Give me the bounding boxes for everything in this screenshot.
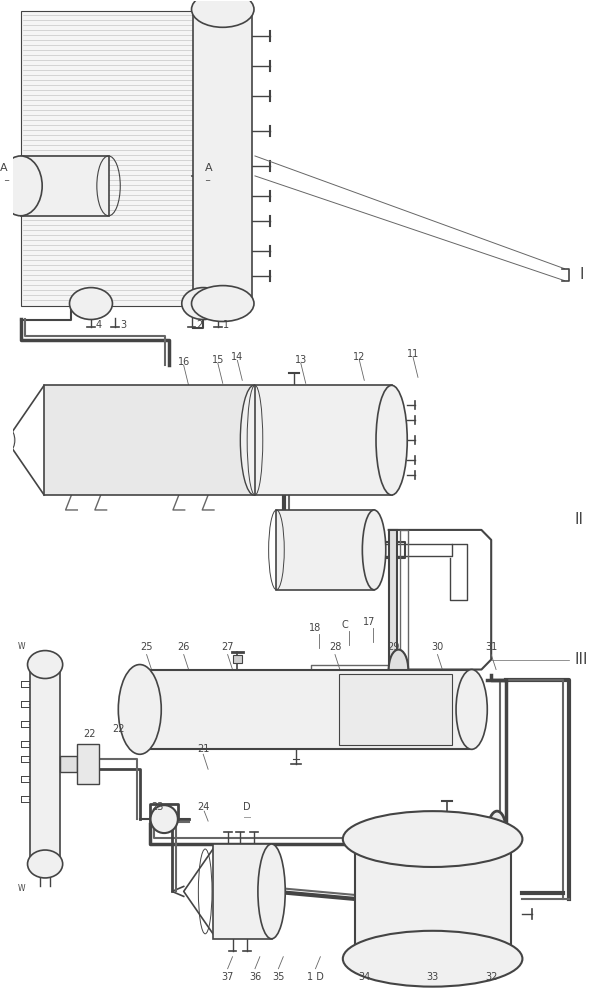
Ellipse shape [5,430,15,450]
Ellipse shape [362,510,386,590]
Text: 1 D: 1 D [307,972,324,982]
Text: ―: ― [243,814,251,820]
Bar [213,844,271,939]
Text: 29: 29 [388,642,400,652]
Text: 37: 37 [221,972,234,982]
Text: _: _ [4,172,8,181]
Text: _: _ [205,172,209,181]
Bar [355,839,511,959]
Text: 18: 18 [309,623,322,633]
Text: 3: 3 [120,320,126,330]
Text: 17: 17 [363,617,376,627]
Bar [21,156,109,216]
Text: 4: 4 [96,320,102,330]
Bar [44,385,254,495]
Ellipse shape [0,156,42,216]
Text: 24: 24 [197,802,209,812]
Ellipse shape [456,670,487,749]
Text: 28: 28 [329,642,341,652]
Text: 12: 12 [353,352,365,362]
Text: 22: 22 [83,729,95,739]
Ellipse shape [118,665,161,754]
Text: 25: 25 [141,642,153,652]
Text: A: A [205,163,213,173]
Text: W: W [18,642,25,651]
Text: 14: 14 [231,352,243,362]
Ellipse shape [191,286,254,321]
Text: 31: 31 [485,642,498,652]
Bar [389,530,396,670]
Bar [194,9,252,304]
Text: 1: 1 [222,320,229,330]
Bar [21,11,236,306]
Text: 34: 34 [358,972,370,982]
Text: 36: 36 [249,972,261,982]
Bar [77,744,99,784]
Bar [255,385,392,495]
Ellipse shape [151,805,178,833]
Text: I: I [579,267,584,282]
Bar [339,674,452,745]
Ellipse shape [488,811,506,847]
Text: 35: 35 [272,972,285,982]
Text: D: D [243,802,251,812]
Ellipse shape [69,288,112,320]
Bar [140,670,472,749]
Ellipse shape [343,931,523,987]
Text: 30: 30 [431,642,444,652]
Bar [276,510,374,590]
Text: 32: 32 [485,972,498,982]
Ellipse shape [191,0,254,27]
Bar [401,530,408,670]
Ellipse shape [182,288,225,320]
Ellipse shape [343,811,523,867]
Text: 23: 23 [151,802,163,812]
Text: 15: 15 [212,355,224,365]
Text: A: A [1,163,8,173]
Text: 27: 27 [221,642,234,652]
Text: C: C [341,620,348,630]
Text: 26: 26 [178,642,190,652]
Text: 2: 2 [196,320,203,330]
Ellipse shape [258,844,285,939]
Ellipse shape [28,850,63,878]
Text: II: II [574,512,583,527]
Text: 22: 22 [112,724,124,734]
Ellipse shape [240,385,268,495]
Ellipse shape [376,385,407,495]
Text: III: III [574,652,588,667]
Text: W: W [18,884,25,893]
Ellipse shape [389,650,408,689]
Text: 13: 13 [295,355,307,365]
Bar [30,665,60,864]
Text: 11: 11 [407,349,419,359]
Text: 33: 33 [426,972,439,982]
Text: 21: 21 [197,744,209,754]
Bar [233,655,242,663]
Ellipse shape [28,651,63,679]
Bar [60,756,77,772]
Text: 16: 16 [178,357,190,367]
